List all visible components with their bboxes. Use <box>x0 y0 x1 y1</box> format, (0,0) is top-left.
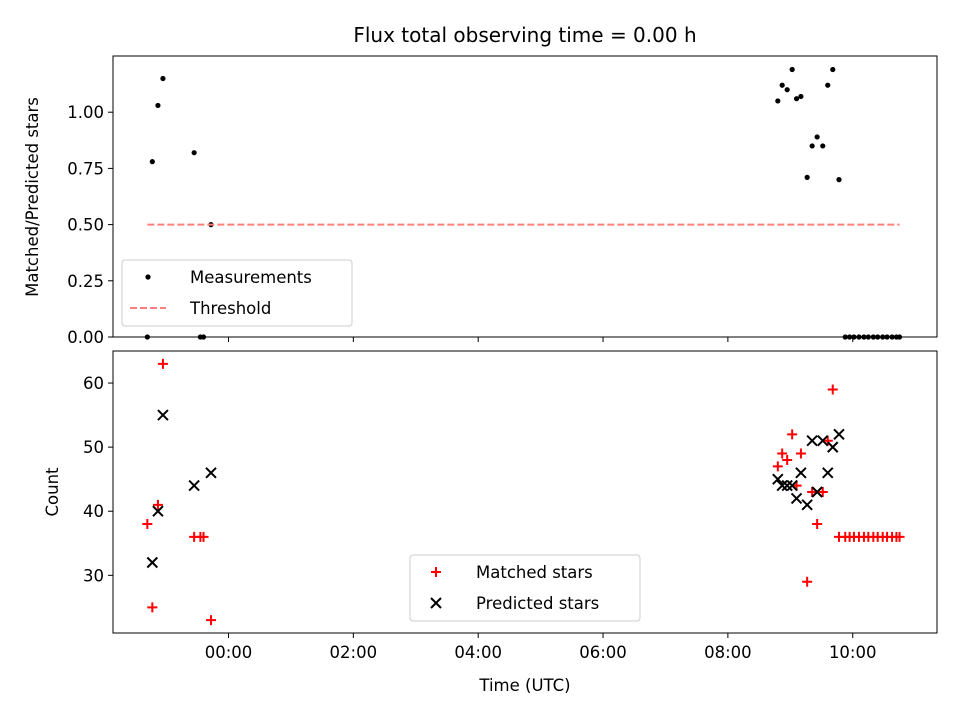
top-legend-measurements-marker <box>145 274 151 280</box>
bottom-matched-stars-point <box>822 435 833 446</box>
bottom-matched-stars-point <box>795 448 806 459</box>
bottom-matched-stars-point <box>157 358 168 369</box>
bottom-legend-matched-stars-label: Matched stars <box>476 563 593 582</box>
top-axes-frame <box>112 55 938 338</box>
x-tick-label: 04:00 <box>454 643 502 662</box>
top-measurements-point <box>830 66 836 73</box>
bottom-predicted-stars-point <box>152 505 164 517</box>
top-measurements-point <box>809 143 815 149</box>
bottom-matched-stars-point <box>152 499 163 510</box>
top-measurements-point <box>836 177 842 183</box>
bottom-predicted-stars-point <box>772 473 784 485</box>
bottom-predicted-stars-point <box>188 479 200 492</box>
top-measurements-point <box>149 159 155 165</box>
top-y-axis-label: Matched/Predicted stars <box>23 97 42 297</box>
top-y-tick-label: 1.00 <box>67 103 104 122</box>
bottom-predicted-stars-point <box>146 556 159 569</box>
bottom-legend-predicted-stars-marker <box>430 597 442 609</box>
bottom-legend-predicted-stars-label: Predicted stars <box>476 594 599 613</box>
top-measurements-point <box>825 82 831 88</box>
bottom-axes: 30 40 50 60 00:00 02:00 04:00 06:00 08:00 10:00 Ma… <box>83 350 938 662</box>
top-measurements-point <box>779 82 785 88</box>
bottom-predicted-stars-point <box>817 435 829 447</box>
bottom-predicted-stars-point <box>806 435 818 447</box>
x-tick-label: 00:00 <box>205 643 253 662</box>
top-axes: 0.00 0.25 0.50 0.75 1.00 Measurements Threshol… <box>67 55 938 347</box>
bottom-matched-stars-point <box>827 384 838 395</box>
bottom-matched-stars-point <box>782 454 793 465</box>
bottom-predicted-stars-point <box>811 486 823 498</box>
bottom-matched-stars-point <box>772 461 783 472</box>
bottom-predicted-stars-point <box>776 479 788 492</box>
bottom-y-tick-label: 60 <box>83 374 104 393</box>
bottom-matched-stars-point <box>787 429 798 440</box>
x-axis-label: Time (UTC) <box>478 676 570 695</box>
bottom-y-tick-label: 40 <box>83 502 104 521</box>
top-y-tick-label: 0.25 <box>67 272 104 291</box>
bottom-legend: Matched stars Predicted stars <box>409 554 641 622</box>
top-measurements-point <box>160 75 166 82</box>
bottom-predicted-stars-point <box>801 499 813 511</box>
bottom-predicted-stars-point <box>157 409 169 421</box>
bottom-matched-stars-point <box>812 519 823 530</box>
top-measurements-point <box>191 150 197 156</box>
top-measurements-point <box>784 87 790 93</box>
bottom-predicted-stars-point <box>833 428 845 441</box>
top-y-tick-label: 0.50 <box>67 216 104 235</box>
bottom-y-tick-label: 30 <box>83 566 104 585</box>
bottom-matched-stars-point <box>894 531 905 542</box>
bottom-matched-stars-point <box>817 487 828 497</box>
bottom-matched-stars-point <box>206 615 217 626</box>
top-measurements-point <box>804 174 810 180</box>
bottom-y-tick-label: 50 <box>83 438 104 457</box>
bottom-predicted-stars-point <box>790 492 803 505</box>
bottom-matched-stars-point <box>142 519 153 530</box>
bottom-matched-stars-point <box>777 448 788 459</box>
bottom-predicted-stars-point <box>822 467 834 479</box>
x-tick-label: 06:00 <box>579 643 627 662</box>
top-measurements-point <box>789 66 795 73</box>
bottom-matched-stars-point <box>807 487 818 497</box>
bottom-y-axis-label: Count <box>43 467 62 517</box>
top-y-tick-label: 0.75 <box>67 159 104 178</box>
top-y-tick-label: 0.00 <box>67 328 104 347</box>
top-measurements-point <box>820 143 826 149</box>
top-legend: Measurements Threshold <box>121 259 353 327</box>
bottom-matched-stars-point <box>198 531 209 542</box>
top-measurements-point <box>814 134 820 140</box>
bottom-predicted-stars-point <box>786 479 798 492</box>
x-tick-label: 08:00 <box>704 643 752 662</box>
bottom-predicted-stars-point <box>795 467 807 479</box>
top-legend-measurements-label: Measurements <box>190 268 312 287</box>
top-measurements-point <box>793 96 800 102</box>
bottom-matched-stars-point <box>802 576 813 587</box>
top-chart-title: Flux total observing time = 0.00 h <box>353 23 696 47</box>
top-measurements-point <box>798 93 804 100</box>
x-tick-label: 02:00 <box>330 643 378 662</box>
bottom-axes-frame <box>112 350 938 634</box>
top-measurements-point <box>155 102 161 109</box>
bottom-matched-stars-point <box>147 602 158 613</box>
bottom-legend-matched-stars-marker <box>431 567 441 577</box>
top-measurements-point <box>775 98 781 104</box>
top-legend-box <box>121 259 353 327</box>
bottom-predicted-stars-point <box>205 467 217 479</box>
bottom-predicted-stars-point <box>827 441 839 453</box>
top-legend-threshold-label: Threshold <box>189 299 271 318</box>
bottom-legend-box <box>409 554 641 622</box>
bottom-predicted-stars-point <box>781 479 793 492</box>
x-tick-label: 10:00 <box>829 643 877 662</box>
